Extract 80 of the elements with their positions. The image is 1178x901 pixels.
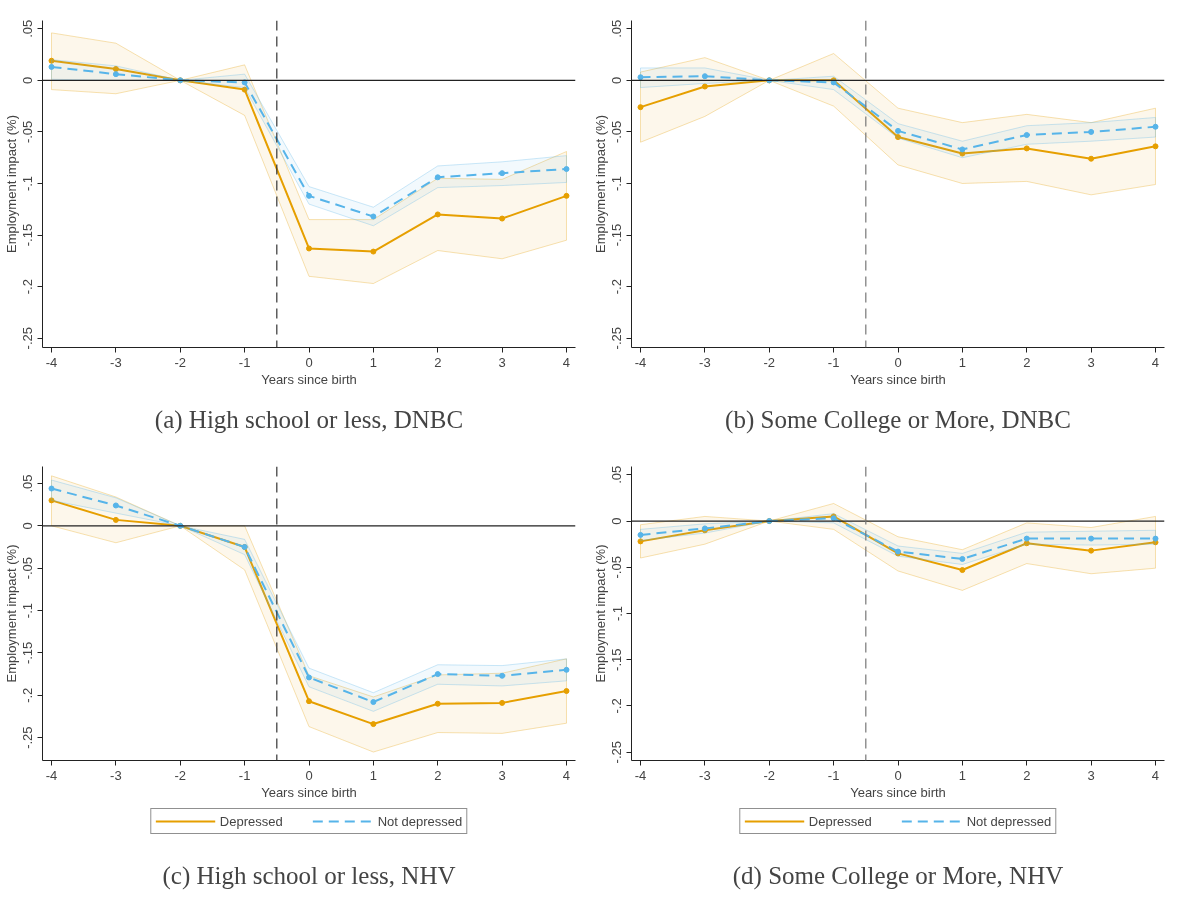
- y-tick-label: -.15: [20, 641, 36, 665]
- y-tick-label: .05: [609, 19, 625, 38]
- x-tick-label: -2: [174, 767, 187, 783]
- x-axis-title: Years since birth: [261, 371, 357, 387]
- x-tick-label: -1: [238, 354, 251, 370]
- y-tick-label: -.15: [609, 648, 625, 671]
- x-tick-label: 1: [958, 354, 966, 370]
- y-tick-label: -.25: [609, 740, 625, 764]
- x-tick-label: -4: [45, 354, 58, 370]
- y-tick-label: -.2: [20, 279, 36, 295]
- legend-label: Not depressed: [377, 813, 463, 829]
- y-tick-label: -.05: [20, 120, 36, 144]
- x-tick-label: -3: [110, 354, 122, 370]
- y-tick-label: -.05: [609, 120, 625, 144]
- text: (d) Some College or More, NHV: [732, 861, 1064, 890]
- y-tick-label: -.2: [609, 698, 625, 714]
- y-tick-label: -.05: [20, 556, 36, 580]
- x-tick-label: 2: [434, 767, 442, 783]
- y-tick-label: -.1: [20, 175, 36, 192]
- x-tick-label: -1: [827, 354, 840, 370]
- x-tick-label: 1: [369, 767, 377, 783]
- x-tick-label: 4: [1151, 767, 1160, 783]
- text: (b) Some College or More, DNBC: [725, 405, 1071, 434]
- x-axis-title: Years since birth: [850, 784, 946, 800]
- legend-label: Depressed: [808, 813, 872, 829]
- y-tick-label: -.1: [609, 605, 625, 622]
- x-tick-label: 0: [305, 767, 313, 783]
- y-tick-label: -.1: [609, 175, 625, 192]
- x-tick-label: -2: [174, 354, 187, 370]
- x-tick-label: -4: [634, 767, 647, 783]
- x-axis-title: Years since birth: [261, 784, 357, 800]
- y-axis-title: Employment impact (%): [3, 544, 19, 683]
- x-tick-label: -2: [763, 767, 776, 783]
- x-tick-label: 2: [1023, 354, 1031, 370]
- x-tick-label: 4: [1151, 354, 1160, 370]
- y-tick-label: -.2: [20, 687, 36, 703]
- y-tick-label: 0: [20, 76, 36, 84]
- x-tick-label: 3: [1087, 354, 1095, 370]
- x-tick-label: 4: [562, 767, 571, 783]
- y-tick-label: -.1: [20, 602, 36, 619]
- x-tick-label: 3: [1087, 767, 1095, 783]
- y-tick-label: -.15: [20, 223, 36, 247]
- x-tick-label: 1: [958, 767, 966, 783]
- x-tick-label: -4: [634, 354, 647, 370]
- y-tick-label: -.25: [609, 327, 625, 350]
- y-tick-label: 0: [609, 76, 625, 84]
- legend-label: Depressed: [219, 813, 283, 829]
- y-axis-title: Employment impact (%): [592, 544, 608, 683]
- legend-label: Not depressed: [966, 813, 1052, 829]
- y-axis-title: Employment impact (%): [3, 115, 19, 253]
- y-axis-title: Employment impact (%): [592, 115, 608, 253]
- x-tick-label: 3: [498, 354, 506, 370]
- x-tick-label: -2: [763, 354, 776, 370]
- y-tick-label: -.15: [609, 223, 625, 247]
- x-axis-title: Years since birth: [850, 371, 946, 387]
- x-tick-label: 2: [1023, 767, 1031, 783]
- y-tick-label: -.05: [609, 556, 625, 579]
- y-tick-label: 0: [20, 522, 36, 530]
- x-tick-label: 3: [498, 767, 506, 783]
- y-tick-label: -.25: [20, 726, 36, 749]
- y-tick-label: .05: [609, 465, 625, 484]
- x-tick-label: 4: [562, 354, 571, 370]
- x-tick-label: -3: [699, 354, 711, 370]
- x-tick-label: -1: [238, 767, 251, 783]
- x-tick-label: -3: [699, 767, 711, 783]
- text: (c) High school or less, NHV: [162, 861, 456, 890]
- y-tick-label: -.2: [609, 279, 625, 295]
- x-tick-label: -1: [827, 767, 840, 783]
- x-tick-label: 1: [369, 354, 377, 370]
- y-tick-label: 0: [609, 517, 625, 525]
- x-tick-label: 0: [305, 354, 313, 370]
- x-tick-label: 0: [894, 354, 902, 370]
- x-tick-label: -4: [45, 767, 58, 783]
- x-tick-label: 2: [434, 354, 442, 370]
- y-tick-label: .05: [20, 19, 36, 38]
- y-tick-label: .05: [20, 474, 36, 493]
- text: (a) High school or less, DNBC: [154, 405, 464, 434]
- y-tick-label: -.25: [20, 327, 36, 350]
- x-tick-label: -3: [110, 767, 122, 783]
- x-tick-label: 0: [894, 767, 902, 783]
